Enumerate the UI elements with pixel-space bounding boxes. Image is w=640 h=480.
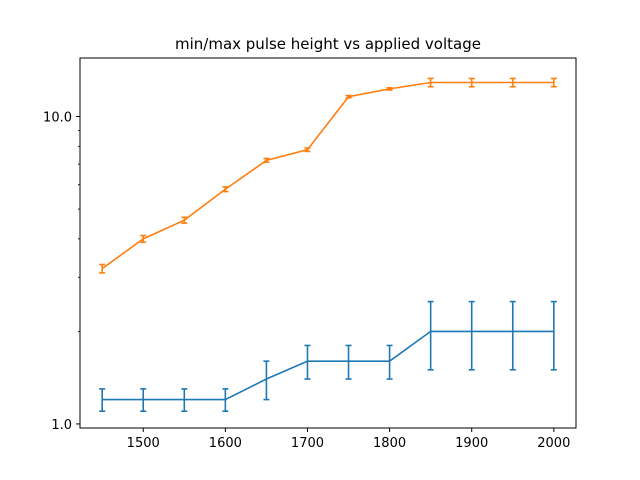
x-axis: 1500 1600 1700 1800 1900 2000	[127, 428, 570, 451]
x-tick-label: 1500	[127, 436, 160, 451]
x-tick-label: 2000	[537, 436, 570, 451]
series-2-line	[101, 81, 554, 270]
x-tick-label: 1600	[209, 436, 242, 451]
y-axis: 1.0 10.0	[43, 111, 80, 433]
x-tick-label: 1700	[291, 436, 324, 451]
series-1	[99, 300, 557, 413]
y-tick-label: 1.0	[51, 418, 72, 433]
chart-title: min/max pulse height vs applied voltage	[175, 35, 481, 53]
series-2	[99, 77, 557, 274]
x-tick-label: 1900	[455, 436, 488, 451]
x-tick-label: 1800	[373, 436, 406, 451]
plot-frame	[79, 57, 577, 429]
series-1-line	[102, 330, 554, 401]
y-tick-label: 10.0	[43, 111, 72, 126]
series-layer	[99, 77, 557, 413]
